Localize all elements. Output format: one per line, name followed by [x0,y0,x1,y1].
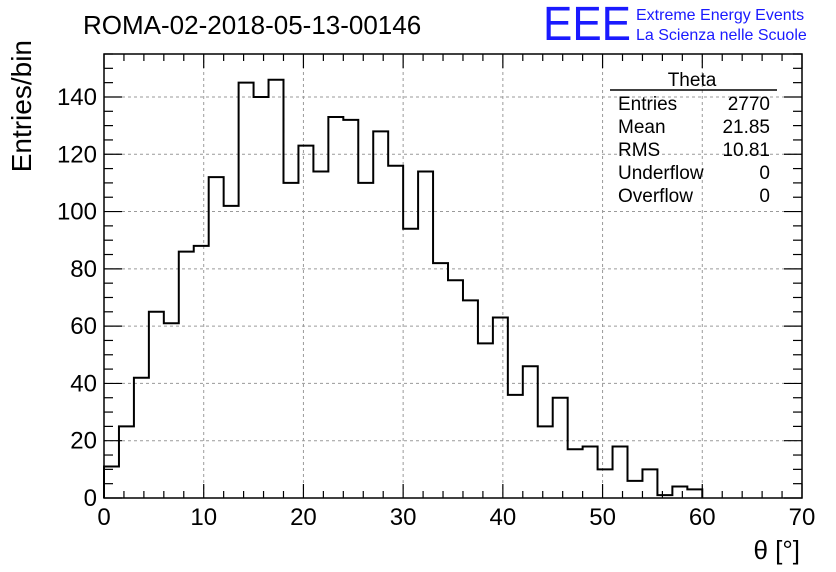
histogram-bin [493,318,508,498]
histogram-bin [194,246,209,498]
histogram-bin [119,426,134,498]
y-tick-label: 100 [57,199,97,226]
histogram-bin [583,446,598,498]
x-axis-label: θ [°] [753,535,800,565]
histogram-bin [463,300,478,498]
stats-box: Theta Entries 2770 Mean 21.85 RMS 10.81 Underf… [610,70,777,207]
y-tick-label: 40 [70,370,97,397]
axes: 0 10 20 30 40 50 60 70 0 20 40 60 80 100 120 140 [57,53,816,531]
eee-logo-mark: EEE [543,0,631,51]
histogram-line [103,78,704,498]
y-tick-label: 80 [70,256,97,283]
histogram-bin [403,229,418,498]
stats-value: 0 [759,163,770,184]
stats-value: 10.81 [722,140,770,161]
histogram-bin [179,252,194,498]
histogram-bin [613,446,628,498]
eee-logo: EEE Extreme Energy Events La Scienza nel… [543,0,807,51]
x-tick-label: 20 [290,504,317,531]
y-tick-label: 0 [84,485,97,512]
histogram-bin [358,183,373,498]
histogram-bin [224,206,239,498]
x-tick-label: 10 [190,504,217,531]
histogram-bin [149,312,164,498]
histogram-bin [433,263,448,498]
histogram-bin [568,449,583,498]
stats-label: Entries [618,94,677,115]
stats-label: Overflow [618,186,693,207]
logo-line-2: La Scienza nelle Scuole [636,27,807,44]
y-tick-label: 140 [57,84,97,111]
histogram-bin [209,177,224,498]
y-tick-label: 60 [70,313,97,340]
histogram-bin [239,83,254,498]
histogram-bin [388,166,403,498]
histogram-bin [672,487,687,498]
histogram-bin [104,466,119,498]
histogram-bin [134,378,149,498]
stats-label: Underflow [618,163,704,184]
histogram-series [103,78,704,498]
histogram-bin [687,489,702,498]
histogram-bin [343,120,358,498]
y-tick-label: 120 [57,141,97,168]
x-tick-label: 50 [589,504,616,531]
histogram-bin [164,323,179,498]
histogram-bin [448,280,463,498]
histogram-bin [254,97,269,498]
grid [104,54,802,498]
stats-value: 21.85 [722,117,770,138]
histogram-bin [418,171,433,498]
chart-title: ROMA-02-2018-05-13-00146 [83,10,421,40]
histogram-bin [298,146,313,498]
histogram-bin [598,469,613,498]
x-tick-label: 40 [490,504,517,531]
histogram-bin [328,117,343,498]
histogram-bin [269,80,284,498]
y-axis-label: Entries/bin [6,40,37,172]
x-tick-label: 30 [390,504,417,531]
stats-value: 0 [759,186,770,207]
x-tick-label: 70 [789,504,816,531]
stats-value: 2770 [728,94,770,115]
histogram-bin [642,469,657,498]
stats-label: RMS [618,140,660,161]
y-tick-label: 20 [70,428,97,455]
stats-label: Mean [618,117,666,138]
x-tick-label: 60 [689,504,716,531]
histogram-bin [508,395,523,498]
histogram-bin [553,398,568,498]
x-tick-label: 0 [97,504,110,531]
histogram-bin [313,171,328,498]
histogram-bin [523,366,538,498]
histogram-bin [283,183,298,498]
histogram-bin [373,131,388,498]
histogram-bin [478,343,493,498]
logo-line-1: Extreme Energy Events [636,7,804,24]
stats-rows: Entries 2770 Mean 21.85 RMS 10.81 Underflow 0 Ov… [618,94,770,207]
stats-title: Theta [668,70,717,91]
plot-frame [103,53,803,499]
histogram-bin [628,481,643,498]
histogram-bin [538,426,553,498]
